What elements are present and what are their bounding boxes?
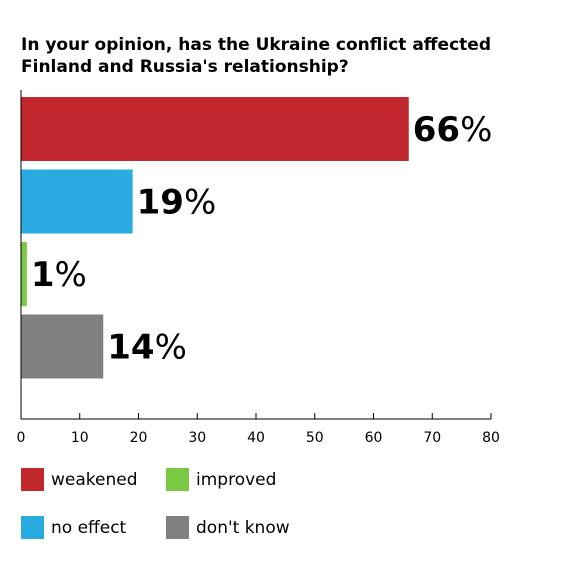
data-label-improved: 1%: [31, 255, 87, 295]
x-tick-label-10: 10: [71, 430, 89, 446]
data-label-don-t-know: 14%: [107, 328, 187, 368]
x-tick-label-60: 60: [365, 430, 383, 446]
data-label-no-effect: 19%: [137, 183, 217, 223]
x-axis: 0 10 20 30 40 50 60 70 80: [17, 90, 500, 446]
x-tick-label-0: 0: [17, 430, 26, 446]
bar-no-effect: [21, 169, 133, 234]
x-tick-label-50: 50: [306, 430, 324, 446]
x-tick-label-40: 40: [247, 430, 265, 446]
bars-layer: 66% 19% 1% 14%: [21, 97, 492, 379]
x-tick-label-70: 70: [423, 430, 441, 446]
x-tick-label-80: 80: [482, 430, 500, 446]
data-label-weakened: 66%: [413, 110, 493, 150]
bar-weakened: [21, 97, 409, 161]
x-tick-label-20: 20: [130, 430, 148, 446]
bar-don-t-know: [21, 314, 104, 379]
bar-improved: [21, 242, 27, 306]
chart-title: In your opinion, has the Ukraine conflic…: [21, 35, 491, 77]
x-tick-label-30: 30: [188, 430, 206, 446]
